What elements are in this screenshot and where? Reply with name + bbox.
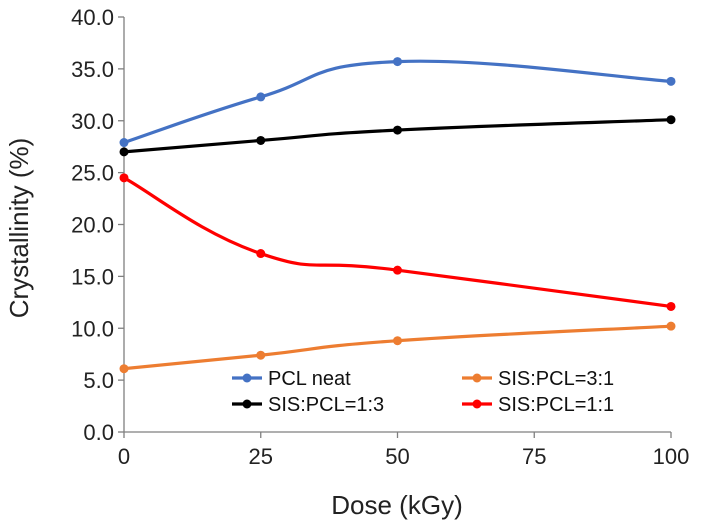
data-point-sis-pcl-1-1 [666,301,676,311]
legend-entry-sis-pcl-3-1: SIS:PCL=3:1 [462,368,614,390]
data-point-sis-pcl-3-1 [119,364,129,374]
series-sis-pcl-1-1 [119,173,676,311]
legend-entry-sis-pcl-1-3: SIS:PCL=1:3 [232,394,384,416]
y-tick-label: 5.0 [83,368,114,393]
plot-area: 0.0 5.0 10.0 15.0 20.0 25.0 30.0 35.0 40.0 0 25 50 7… [71,5,689,469]
x-tick-label: 50 [385,444,409,469]
data-point-sis-pcl-1-3 [666,115,676,125]
legend-swatch-marker [472,373,482,383]
data-point-sis-pcl-3-1 [666,321,676,331]
series-layer [119,57,676,374]
y-tick-label: 10.0 [71,316,114,341]
y-tick-label: 25.0 [71,161,114,186]
y-tick-label: 40.0 [71,5,114,30]
legend-label: PCL neat [268,368,351,390]
series-line-sis-pcl-1-3 [123,118,672,154]
legend-swatch-marker [242,399,252,409]
legend-swatch-marker [242,373,252,383]
data-point-pcl-neat [256,92,266,102]
data-point-sis-pcl-1-1 [393,265,402,275]
x-tick-label: 25 [249,444,273,469]
series-line-pcl-neat [123,59,672,145]
y-tick-label: 30.0 [71,109,114,134]
legend-label: SIS:PCL=1:1 [498,394,614,416]
data-point-sis-pcl-3-1 [256,350,266,360]
x-tick-label: 0 [118,444,130,469]
series-sis-pcl-1-3 [119,115,676,157]
y-tick-label: 0.0 [83,420,114,445]
legend-entry-sis-pcl-1-1: SIS:PCL=1:1 [462,394,614,416]
legend-swatch-marker [472,399,482,409]
legend: PCL neat SIS:PCL=3:1 SIS:PCL=1:3 SIS:PCL=1:… [232,368,614,416]
data-point-sis-pcl-1-1 [256,249,266,259]
series-line-sis-pcl-3-1 [123,324,672,371]
data-point-sis-pcl-3-1 [393,336,402,346]
legend-entry-pcl-neat: PCL neat [232,368,351,390]
series-sis-pcl-3-1 [119,321,676,374]
data-point-sis-pcl-1-3 [256,135,266,145]
data-point-pcl-neat [393,57,402,67]
y-axis-title: Crystallinity (%) [4,138,34,319]
data-point-pcl-neat [666,76,676,86]
legend-label: SIS:PCL=1:3 [268,394,384,416]
x-tick-label: 75 [522,444,546,469]
legend-label: SIS:PCL=3:1 [498,368,614,390]
data-point-sis-pcl-1-1 [119,173,129,183]
y-tick-label: 15.0 [71,264,114,289]
y-tick-label: 35.0 [71,57,114,82]
series-line-sis-pcl-1-1 [123,176,672,309]
x-tick-label: 100 [653,444,690,469]
x-axis-title: Dose (kGy) [331,490,462,520]
y-tick-label: 20.0 [71,213,114,238]
data-point-pcl-neat [119,138,129,148]
data-point-sis-pcl-1-3 [393,125,402,135]
series-pcl-neat [119,57,676,148]
data-point-sis-pcl-1-3 [119,147,129,157]
